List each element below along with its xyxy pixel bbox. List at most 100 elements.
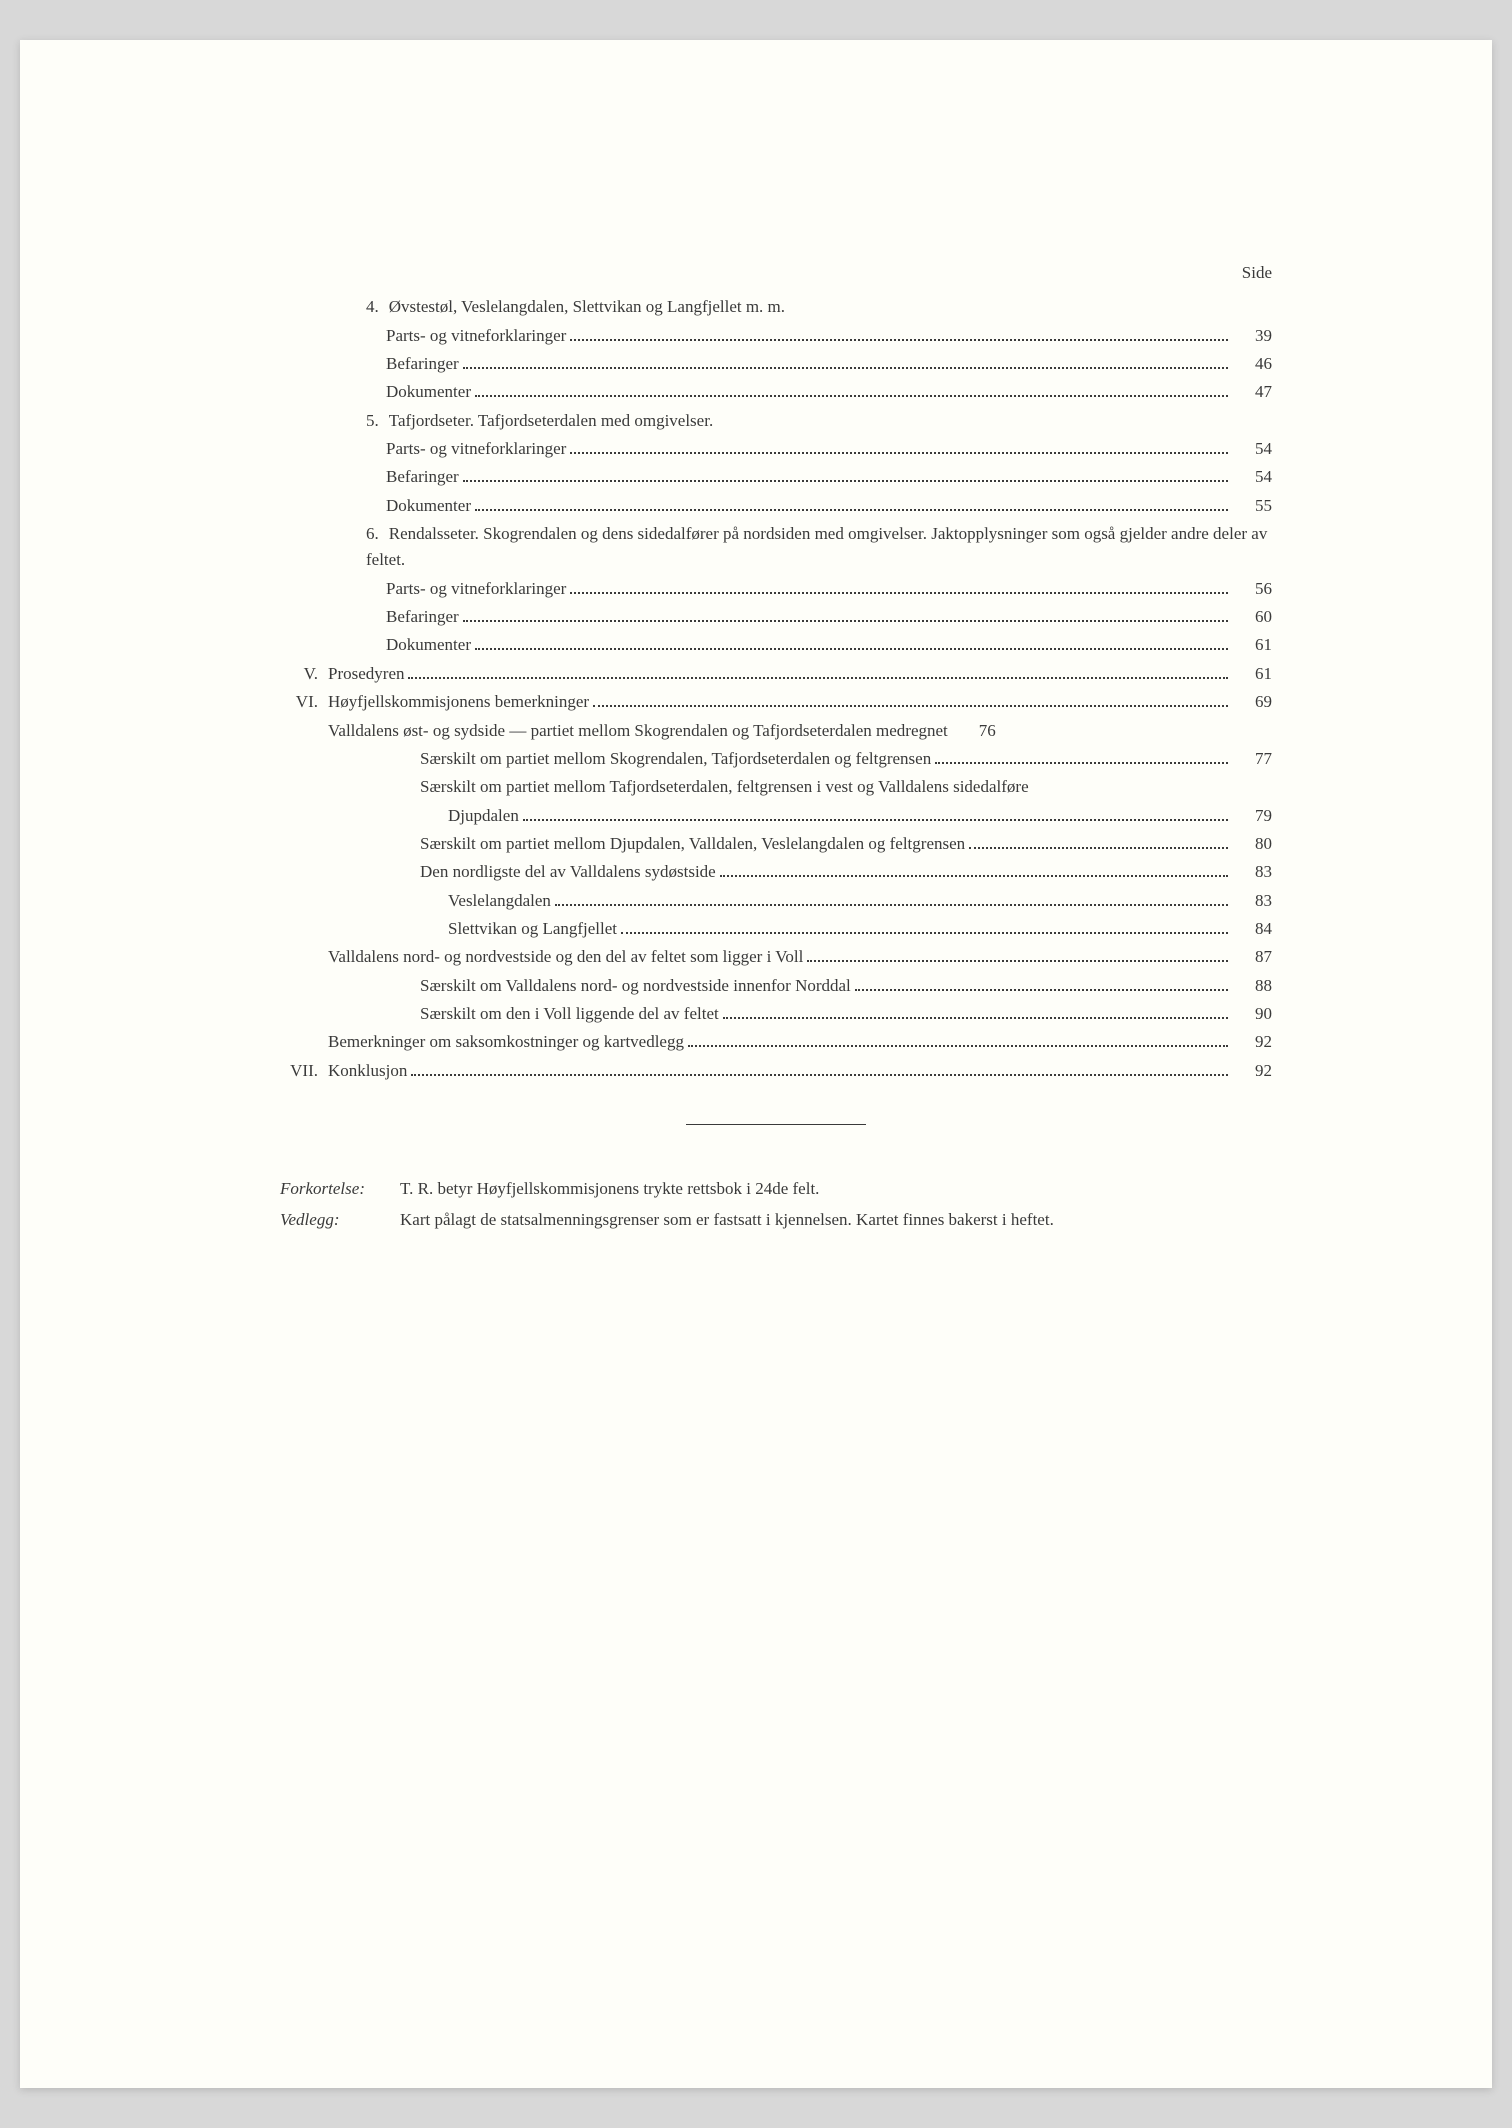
toc-entry-text: Særskilt om Valldalens nord- og nordvest… — [420, 973, 851, 999]
toc-entry-text: Valldalens øst- og sydside — partiet mel… — [328, 718, 948, 744]
note-row-forkortelse: Forkortelse: T. R. betyr Høyfjellskommis… — [280, 1175, 1272, 1202]
toc-page-number: 54 — [1232, 464, 1272, 490]
toc-page-number: 88 — [1232, 973, 1272, 999]
toc-leader-dots — [475, 509, 1228, 511]
note-text: T. R. betyr Høyfjellskommisjonens trykte… — [400, 1175, 1272, 1202]
toc-heading-text: 4.Øvstestøl, Veslelangdalen, Slettvikan … — [366, 297, 785, 316]
toc-number: 4. — [366, 294, 389, 320]
toc-entry-text: Befaringer — [386, 351, 459, 377]
toc-entry: Dokumenter47 — [280, 379, 1272, 405]
toc-page-number: 55 — [1232, 493, 1272, 519]
toc-page-number: 92 — [1232, 1058, 1272, 1084]
toc-leader-dots — [475, 395, 1228, 397]
toc-entry-text: Veslelangdalen — [448, 888, 551, 914]
note-label: Forkortelse: — [280, 1175, 400, 1202]
toc-page-number: 87 — [1232, 944, 1272, 970]
toc-heading: 4.Øvstestøl, Veslelangdalen, Slettvikan … — [280, 294, 1272, 320]
toc-page-number: 61 — [1232, 661, 1272, 687]
section-divider — [686, 1124, 866, 1125]
toc-entry: Parts- og vitneforklaringer 39 — [280, 323, 1272, 349]
toc-leader-dots — [688, 1045, 1228, 1047]
toc-entry-text: Valldalens nord- og nordvestside og den … — [328, 944, 803, 970]
toc-entry: VII.Konklusjon 92 — [280, 1058, 1272, 1084]
toc-entry-text: Bemerkninger om saksomkostninger og kart… — [328, 1029, 684, 1055]
toc-entry: Veslelangdalen 83 — [280, 888, 1272, 914]
toc-entry: Særskilt om Valldalens nord- og nordvest… — [280, 973, 1272, 999]
toc-entry: VI.Høyfjellskommisjonens bemerkninger 69 — [280, 689, 1272, 715]
toc-leader-dots — [408, 677, 1228, 679]
toc-page-number: 92 — [1232, 1029, 1272, 1055]
toc-entry: Dokumenter 55 — [280, 493, 1272, 519]
toc-entry-text: Parts- og vitneforklaringer — [386, 323, 566, 349]
toc-entry-text: Dokumenter — [386, 379, 471, 405]
toc-page-number: 69 — [1232, 689, 1272, 715]
document-page: Side 4.Øvstestøl, Veslelangdalen, Slettv… — [20, 40, 1492, 2088]
toc-entry: Den nordligste del av Valldalens sydøsts… — [280, 859, 1272, 885]
toc-entry-text: Slettvikan og Langfjellet — [448, 916, 617, 942]
toc-page-number: 84 — [1232, 916, 1272, 942]
toc-page-number: 56 — [1232, 576, 1272, 602]
toc-page-number: 90 — [1232, 1001, 1272, 1027]
page-header-side: Side — [280, 260, 1272, 286]
toc-leader-dots — [463, 620, 1228, 622]
toc-page-number: 60 — [1232, 604, 1272, 630]
toc-entry-text: V.Prosedyren — [280, 661, 404, 687]
toc-entry: Bemerkninger om saksomkostninger og kart… — [280, 1029, 1272, 1055]
toc-leader-dots — [855, 989, 1228, 991]
toc-page-number: 46 — [1232, 351, 1272, 377]
note-label: Vedlegg: — [280, 1206, 400, 1233]
toc-leader-dots — [463, 480, 1228, 482]
toc-leader-dots — [723, 1017, 1228, 1019]
toc-entry-text: Særskilt om partiet mellom Tafjordseterd… — [420, 777, 1029, 796]
toc-number: 5. — [366, 408, 389, 434]
toc-leader-dots — [523, 819, 1228, 821]
toc-leader-dots — [555, 904, 1228, 906]
toc-entry-text: Befaringer — [386, 464, 459, 490]
toc-leader-dots — [570, 592, 1228, 594]
table-of-contents: 4.Øvstestøl, Veslelangdalen, Slettvikan … — [280, 294, 1272, 1084]
toc-entry: Særskilt om partiet mellom Skogrendalen,… — [280, 746, 1272, 772]
toc-page-number: 83 — [1232, 859, 1272, 885]
toc-leader-dots — [720, 875, 1228, 877]
toc-entry-text: Dokumenter — [386, 632, 471, 658]
toc-roman-numeral: VI. — [280, 689, 328, 715]
toc-leader-dots — [969, 847, 1228, 849]
notes-section: Forkortelse: T. R. betyr Høyfjellskommis… — [280, 1175, 1272, 1233]
toc-heading-text: 5.Tafjordseter. Tafjordseterdalen med om… — [366, 411, 713, 430]
toc-heading: 5.Tafjordseter. Tafjordseterdalen med om… — [280, 408, 1272, 434]
toc-entry-text: VII.Konklusjon — [280, 1058, 407, 1084]
toc-roman-numeral: VII. — [280, 1058, 328, 1084]
toc-leader-dots — [475, 648, 1228, 650]
toc-entry: Særskilt om den i Voll liggende del av f… — [280, 1001, 1272, 1027]
toc-page-number: 61 — [1232, 632, 1272, 658]
toc-entry: Parts- og vitneforklaringer56 — [280, 576, 1272, 602]
toc-entry-text: Særskilt om partiet mellom Djupdalen, Va… — [420, 831, 965, 857]
toc-heading: 6.Rendalsseter. Skogrendalen og dens sid… — [280, 521, 1272, 574]
toc-leader-dots — [593, 705, 1228, 707]
toc-page-number: 39 — [1232, 323, 1272, 349]
toc-entry: Befaringer 46 — [280, 351, 1272, 377]
toc-entry-text: Parts- og vitneforklaringer — [386, 436, 566, 462]
toc-entry-text: Den nordligste del av Valldalens sydøsts… — [420, 859, 716, 885]
toc-page-number: 79 — [1232, 803, 1272, 829]
toc-entry: Djupdalen 79 — [280, 803, 1272, 829]
toc-entry-text: Djupdalen — [448, 803, 519, 829]
toc-entry: Valldalens nord- og nordvestside og den … — [280, 944, 1272, 970]
toc-entry: Befaringer 54 — [280, 464, 1272, 490]
toc-entry: V.Prosedyren 61 — [280, 661, 1272, 687]
toc-entry-text: VI.Høyfjellskommisjonens bemerkninger — [280, 689, 589, 715]
toc-entry: Særskilt om partiet mellom Djupdalen, Va… — [280, 831, 1272, 857]
toc-entry-text: Dokumenter — [386, 493, 471, 519]
toc-leader-dots — [570, 452, 1228, 454]
toc-entry: Befaringer60 — [280, 604, 1272, 630]
toc-page-number: 54 — [1232, 436, 1272, 462]
note-row-vedlegg: Vedlegg: Kart pålagt de statsalmenningsg… — [280, 1206, 1272, 1233]
toc-page-number: 83 — [1232, 888, 1272, 914]
toc-leader-dots — [807, 960, 1228, 962]
toc-roman-numeral: V. — [280, 661, 328, 687]
toc-number: 6. — [366, 521, 389, 547]
toc-entry-text: Særskilt om den i Voll liggende del av f… — [420, 1001, 719, 1027]
toc-entry: Slettvikan og Langfjellet 84 — [280, 916, 1272, 942]
toc-entry: Dokumenter 61 — [280, 632, 1272, 658]
toc-entry: Valldalens øst- og sydside — partiet mel… — [280, 718, 1272, 744]
